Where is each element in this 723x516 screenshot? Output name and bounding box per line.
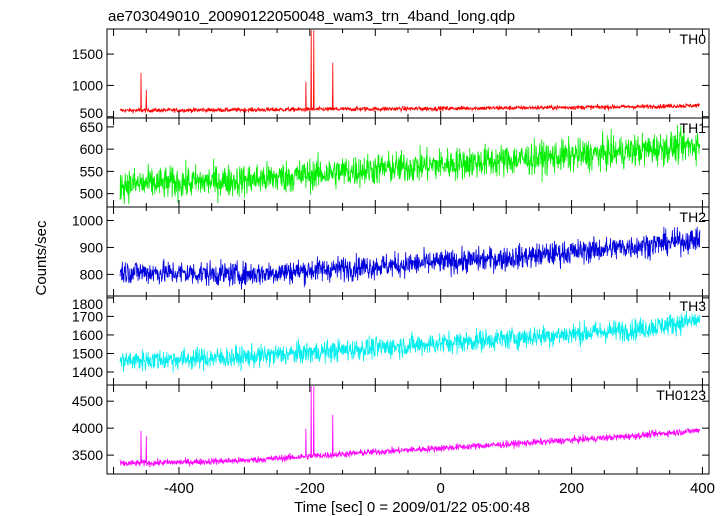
panel-label-th1: TH1 bbox=[680, 120, 707, 136]
x-tick-label: -400 bbox=[164, 480, 194, 497]
y-tick-label: 1700 bbox=[72, 308, 103, 324]
panel-label-th2: TH2 bbox=[680, 209, 707, 225]
series-line-th1 bbox=[119, 124, 701, 205]
y-tick-label: 1000 bbox=[72, 212, 103, 228]
y-tick-label: 600 bbox=[80, 141, 104, 157]
y-tick-label: 650 bbox=[80, 119, 104, 135]
y-tick-label: 1600 bbox=[72, 327, 103, 343]
x-axis-label: Time [sec] 0 = 2009/01/22 05:00:48 bbox=[294, 499, 530, 516]
series-line-th3 bbox=[119, 311, 701, 373]
y-tick-label: 550 bbox=[80, 163, 104, 179]
series-line-th0 bbox=[119, 30, 701, 114]
x-tick-label: 200 bbox=[559, 480, 584, 497]
chart-panels: 500 1000 1500 TH0 500 550 600 650 TH1 800 900 1000 T… bbox=[72, 28, 715, 497]
x-tick-label: -200 bbox=[295, 480, 325, 497]
series-line-th2 bbox=[119, 226, 701, 290]
panel-frame-th0 bbox=[106, 28, 710, 119]
series-line-th0123 bbox=[119, 386, 701, 468]
panel-frame-th1 bbox=[106, 117, 710, 208]
y-tick-label: 1000 bbox=[72, 77, 103, 93]
y-tick-label: 500 bbox=[80, 186, 104, 202]
y-tick-label: 3500 bbox=[72, 447, 103, 463]
chart-title: ae703049010_20090122050048_wam3_trn_4ban… bbox=[108, 8, 515, 25]
panel-frame-th3 bbox=[106, 295, 710, 386]
panel-label-th0: TH0 bbox=[680, 31, 707, 47]
y-tick-label: 800 bbox=[80, 266, 104, 282]
y-tick-label: 900 bbox=[80, 239, 104, 255]
panel-label-th3: TH3 bbox=[680, 298, 707, 314]
y-tick-label: 4000 bbox=[72, 420, 103, 436]
panel-frame-th2 bbox=[106, 206, 710, 297]
x-tick-label: 0 bbox=[437, 480, 445, 497]
y-tick-label: 1500 bbox=[72, 46, 103, 62]
y-tick-label: 4500 bbox=[72, 393, 103, 409]
panel-label-th0123: TH0123 bbox=[656, 387, 706, 403]
y-tick-label: 1400 bbox=[72, 364, 103, 380]
y-tick-label: 1500 bbox=[72, 345, 103, 361]
y-tick-label: 1800 bbox=[72, 296, 103, 312]
y-axis-label: Counts/sec bbox=[33, 220, 50, 296]
x-tick-label: 400 bbox=[690, 480, 715, 497]
y-tick-label: 500 bbox=[80, 105, 104, 121]
